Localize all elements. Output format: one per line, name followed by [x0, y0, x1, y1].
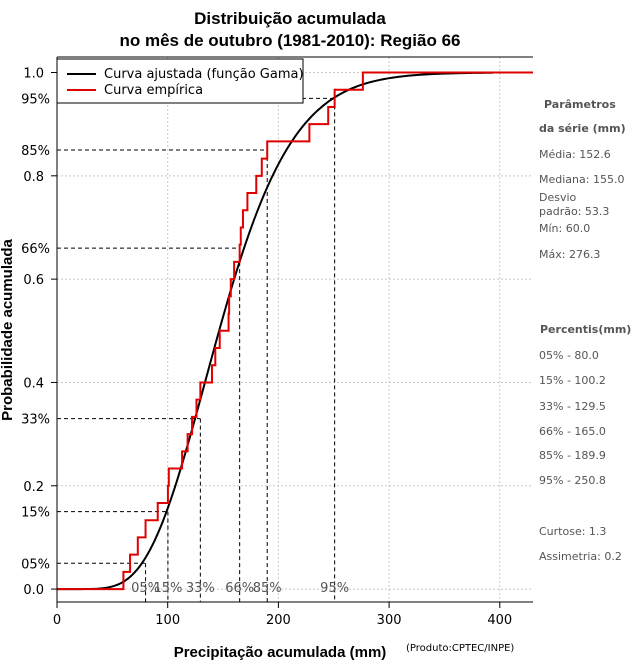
x-tick-label-100: 100 — [155, 613, 180, 628]
curves — [57, 71, 533, 591]
chart-title-line-2: no mês de outubro (1981-2010): Região 66 — [119, 31, 460, 50]
credit-label: (Produto:CPTEC/INPE) — [406, 643, 514, 654]
percentile-15: 15% - 100.2 — [539, 374, 606, 387]
gamma-fit-curve — [57, 71, 494, 591]
percentile-y-label-05%: 05% — [21, 557, 50, 572]
x-tick-label-300: 300 — [377, 613, 402, 628]
y-tick-label-0.8: 0.8 — [23, 170, 44, 185]
legend-label-gamma: Curva ajustada (função Gama) — [104, 67, 304, 82]
param-media: Média: 152.6 — [539, 148, 611, 161]
x-axis-label: Precipitação acumulada (mm) — [174, 644, 387, 660]
stat-curtose: Curtose: 1.3 — [539, 525, 606, 538]
y-axis-label: Probabilidade acumulada — [0, 238, 16, 420]
percentile-y-label-66%: 66% — [21, 242, 50, 257]
legend: Curva ajustada (função Gama) Curva empír… — [56, 58, 304, 104]
chart-title-line-1: Distribuição acumulada — [194, 9, 386, 28]
params-title-1: Parâmetros — [544, 98, 616, 111]
param-desvio-1: Desvio — [539, 191, 577, 204]
percentile-y-label-85%: 85% — [21, 144, 50, 159]
y-tick-label-0.4: 0.4 — [23, 376, 44, 391]
param-min: Mín: 60.0 — [539, 222, 590, 235]
percentile-y-label-33%: 33% — [21, 413, 50, 428]
percentile-guides: 05%05%15%15%33%33%66%66%85%85%95%95% — [21, 92, 349, 602]
percentile-33: 33% - 129.5 — [539, 400, 606, 413]
y-tick-label-0.6: 0.6 — [23, 273, 44, 288]
percentile-x-label-33%: 33% — [186, 581, 215, 596]
percentile-66: 66% - 165.0 — [539, 425, 606, 438]
x-tick-label-200: 200 — [266, 613, 291, 628]
param-max: Máx: 276.3 — [539, 248, 600, 261]
params-title-2: da série (mm) — [539, 122, 626, 135]
percentile-05: 05% - 80.0 — [539, 349, 599, 362]
x-tick-label-400: 400 — [487, 613, 512, 628]
param-mediana: Mediana: 155.0 — [539, 173, 624, 186]
y-tick-label-0.2: 0.2 — [23, 480, 44, 495]
param-desvio-2: padrão: 53.3 — [539, 205, 609, 218]
percentile-y-label-15%: 15% — [21, 506, 50, 521]
empirical-step-curve — [57, 71, 533, 591]
stat-assimetria: Assimetria: 0.2 — [539, 550, 622, 563]
percentile-x-label-66%: 66% — [225, 581, 254, 596]
percentile-85: 85% - 189.9 — [539, 449, 606, 462]
percentile-y-label-95%: 95% — [21, 92, 50, 107]
axes: 0 100 200 300 400 0.0 0.2 0.4 0.6 0.8 1.0 — [23, 66, 512, 628]
legend-label-empirical: Curva empírica — [104, 83, 203, 98]
x-tick-label-0: 0 — [53, 613, 61, 628]
percentile-x-label-95%: 95% — [320, 581, 349, 596]
side-panel: Parâmetros da série (mm) Média: 152.6 Me… — [539, 98, 631, 563]
percentile-x-label-85%: 85% — [253, 581, 282, 596]
legend-box — [56, 58, 304, 104]
percentile-95: 95% - 250.8 — [539, 474, 606, 487]
percentis-title: Percentis(mm) — [540, 323, 631, 336]
y-tick-label-1.0: 1.0 — [23, 66, 44, 81]
percentile-x-label-05%: 05% — [131, 581, 160, 596]
y-tick-label-0.0: 0.0 — [23, 583, 44, 598]
percentile-x-label-15%: 15% — [153, 581, 182, 596]
